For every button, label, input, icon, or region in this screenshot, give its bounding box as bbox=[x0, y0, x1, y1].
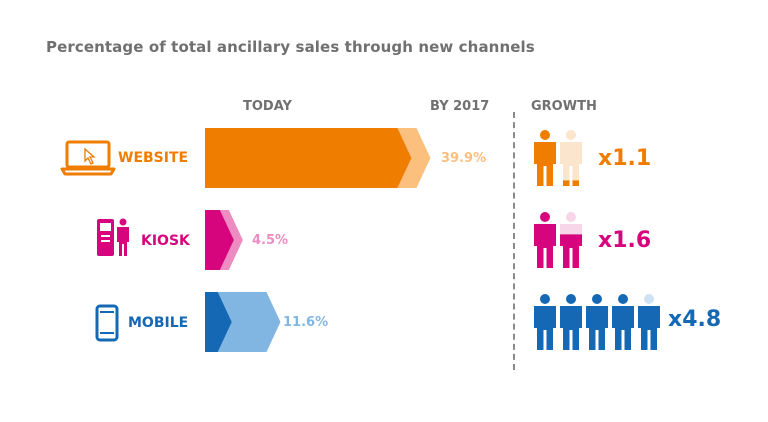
growth-label-kiosk: x1.6 bbox=[598, 228, 652, 253]
person-icon bbox=[560, 294, 582, 350]
person-icon bbox=[612, 294, 634, 350]
chart-title: Percentage of total ancillary sales thro… bbox=[46, 38, 535, 56]
growth-label-mobile: x4.8 bbox=[668, 307, 722, 332]
person-icon-partial bbox=[563, 180, 579, 186]
person-icon-ghost bbox=[560, 130, 582, 186]
kiosk-icon bbox=[96, 218, 132, 258]
person-icon-partial bbox=[560, 234, 582, 268]
growth-label-website: x1.1 bbox=[598, 146, 652, 171]
value-label-website: 39.9% bbox=[441, 151, 487, 166]
person-icon bbox=[586, 294, 608, 350]
bar-today-kiosk bbox=[205, 210, 234, 270]
laptop-icon bbox=[60, 140, 116, 176]
value-label-kiosk: 4.5% bbox=[252, 233, 289, 248]
header-today: TODAY bbox=[243, 99, 292, 114]
header-growth: GROWTH bbox=[531, 99, 597, 114]
value-label-mobile: 11.6% bbox=[283, 315, 329, 330]
person-icon bbox=[534, 130, 556, 186]
person-icon bbox=[534, 294, 556, 350]
column-divider bbox=[513, 112, 515, 370]
person-icon-partial bbox=[638, 306, 660, 350]
category-label-mobile: MOBILE bbox=[128, 315, 189, 331]
bar-today-mobile bbox=[205, 292, 232, 352]
category-label-website: WEBSITE bbox=[118, 150, 189, 166]
mobile-phone-icon bbox=[95, 304, 119, 342]
category-label-kiosk: KIOSK bbox=[141, 233, 190, 249]
person-icon bbox=[534, 212, 556, 268]
bar-today-website bbox=[205, 128, 412, 188]
header-by-2017: BY 2017 bbox=[430, 99, 490, 114]
